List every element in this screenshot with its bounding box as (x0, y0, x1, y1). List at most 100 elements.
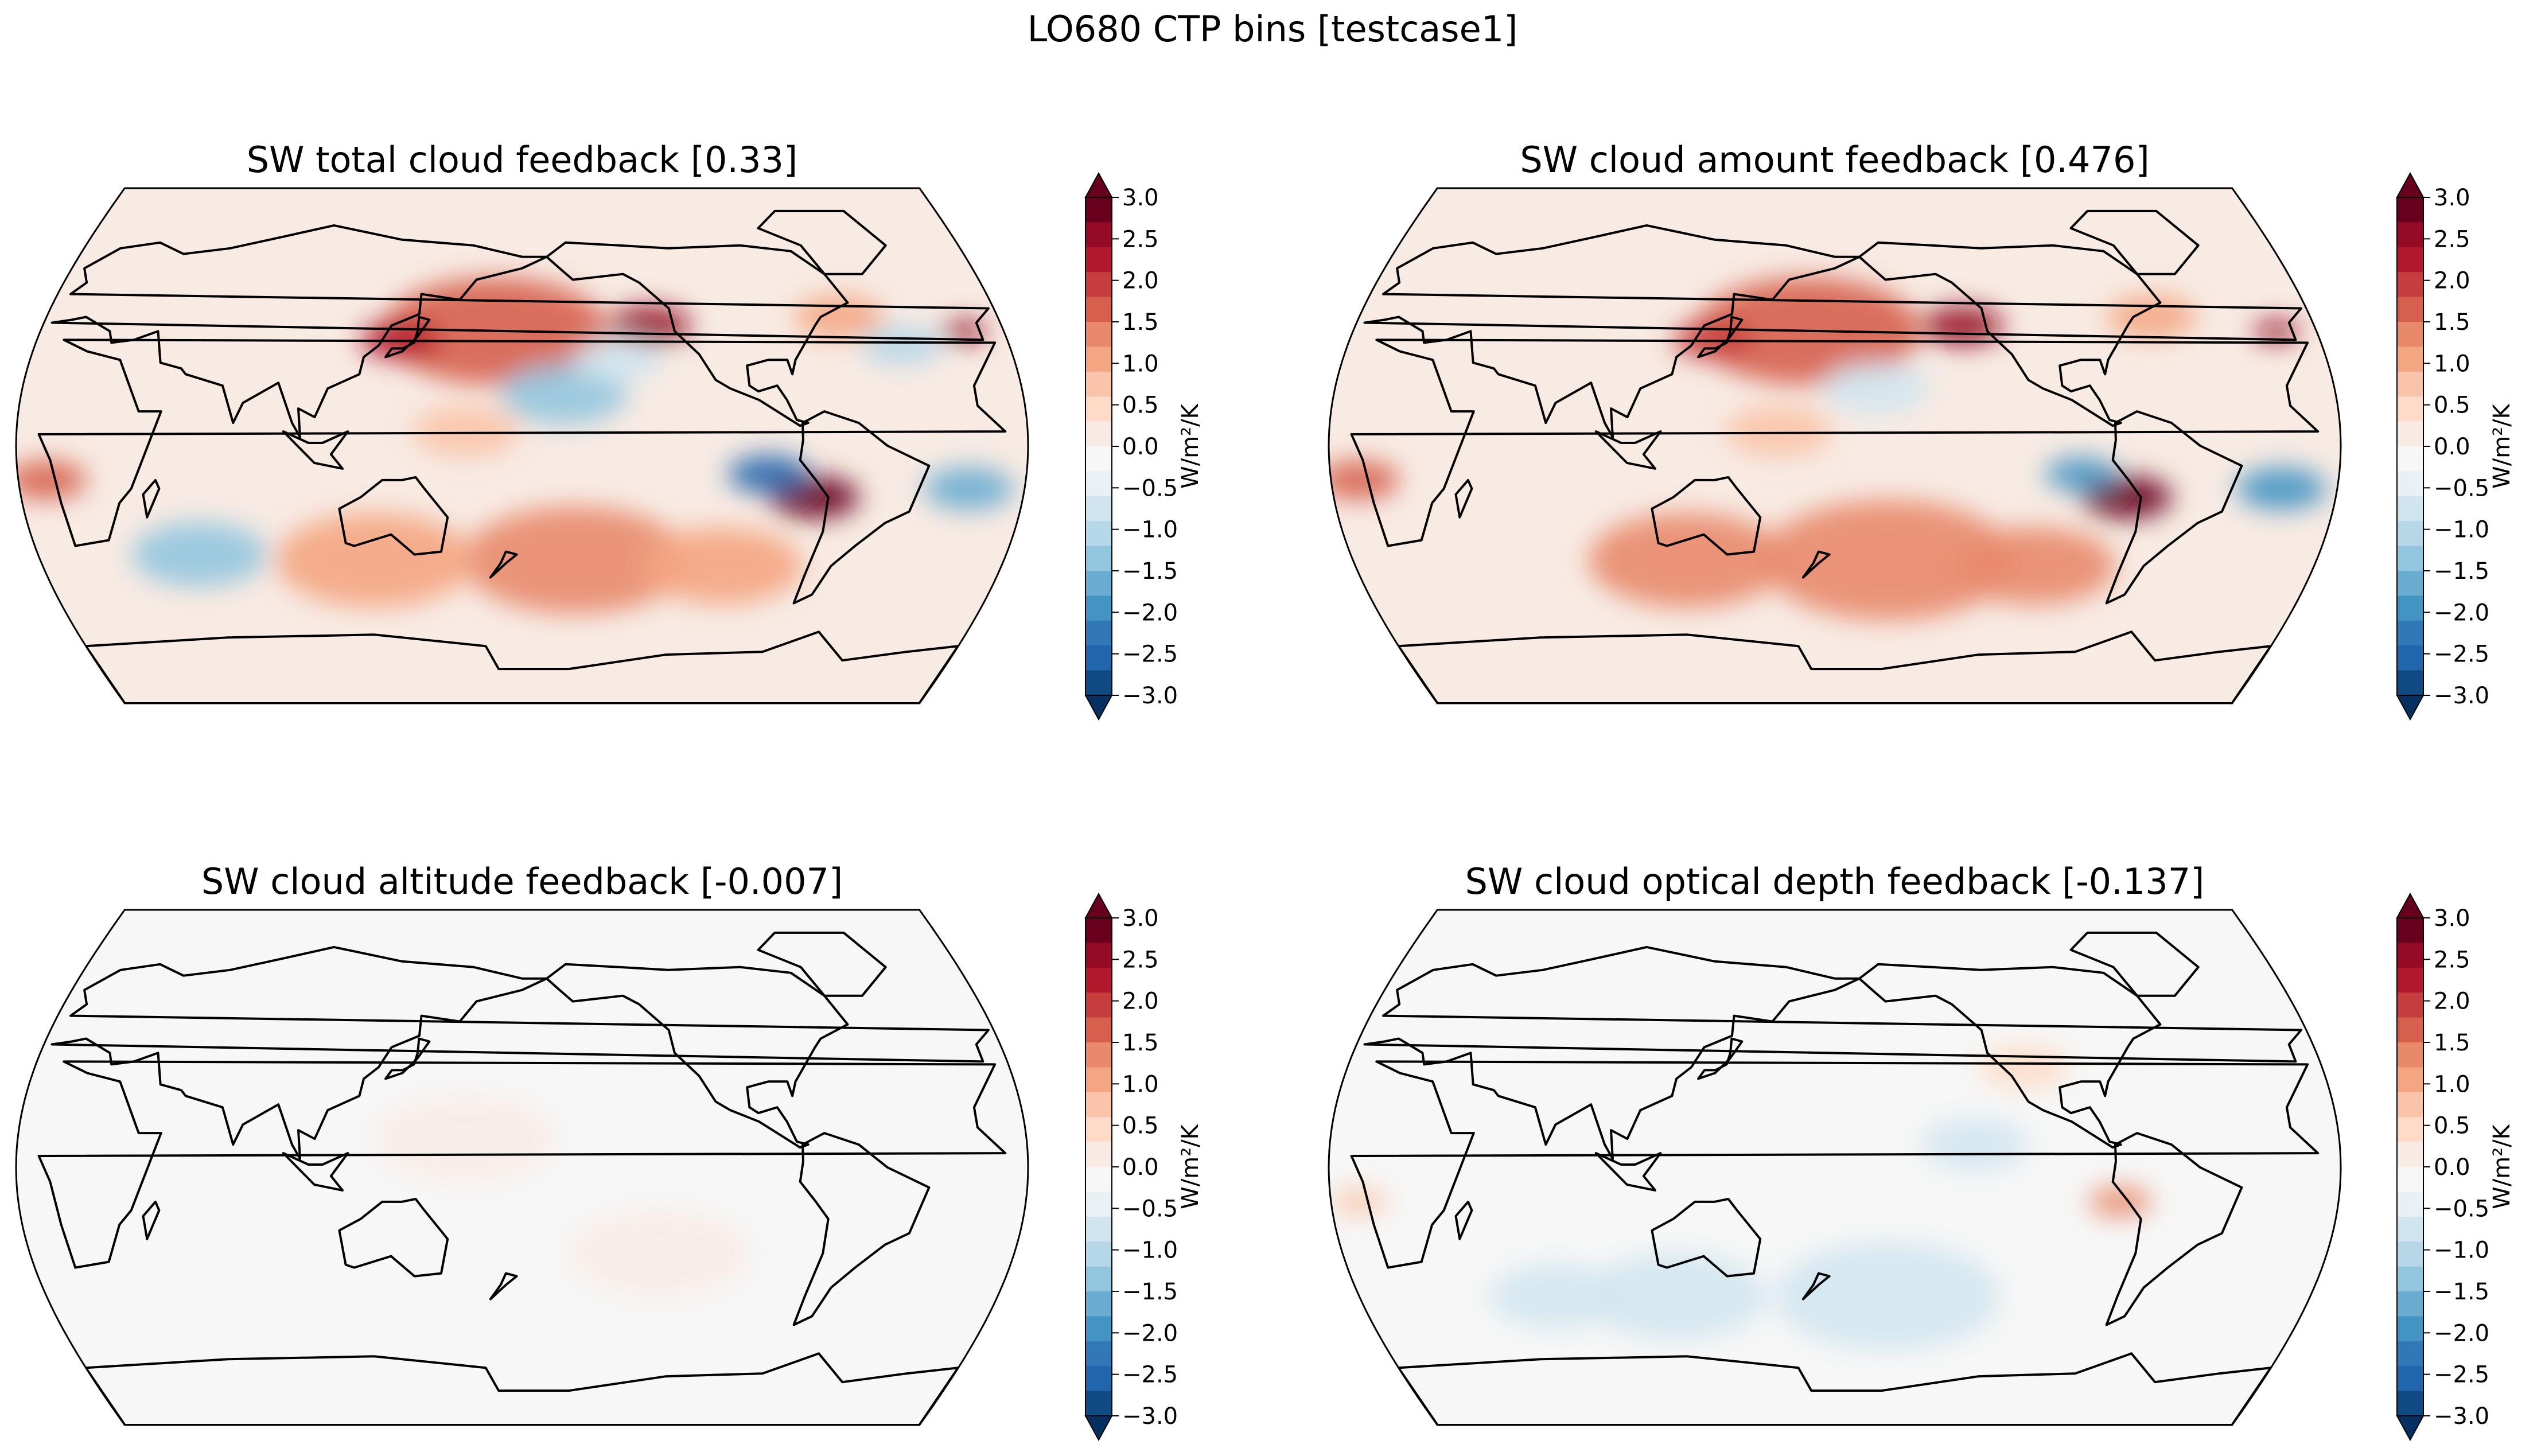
colorbar-segment (2397, 620, 2423, 646)
feedback-anomaly (1588, 513, 1787, 608)
colorbar: 3.0 2.5 2.0 1.5 1.0 0.5 0.0 −0.5 −1.0 −1.5 −2.0 −2.… (2396, 892, 2515, 1442)
feedback-anomaly (1586, 1253, 1766, 1340)
colorbar-tick-label: −2.5 (1122, 1362, 1178, 1388)
colorbar-tick-label: −2.0 (1122, 599, 1178, 626)
coastline (1454, 1200, 1473, 1240)
feedback-anomaly (941, 320, 986, 342)
colorbar-segment (2397, 1092, 2423, 1118)
coastline (757, 931, 887, 997)
feedback-anomaly (569, 1210, 749, 1297)
feedback-anomaly (2236, 467, 2326, 511)
colorbar-segment (1085, 1241, 1112, 1267)
coastline (489, 550, 518, 579)
coastline (2105, 410, 2243, 605)
colorbar-segment (1085, 1017, 1112, 1043)
colorbar-segment (2397, 272, 2423, 298)
colorbar-tick-label: 1.0 (1122, 1071, 1159, 1097)
colorbar-segment (1085, 1192, 1112, 1217)
colorbar-segment (1085, 1316, 1112, 1342)
coastline (1858, 241, 2162, 427)
coastline (792, 410, 931, 605)
feedback-anomaly (1922, 306, 2003, 345)
colorbar-tick-label: 1.5 (2434, 1030, 2470, 1056)
feedback-anomaly (1329, 461, 1400, 500)
feedback-anomaly (1979, 1045, 2069, 1089)
colorbar-extend-min (1084, 1415, 1113, 1442)
map-background-field (1329, 188, 2341, 703)
colorbar-segment (1085, 1291, 1112, 1317)
colorbar-tick-label: −0.5 (2434, 1196, 2489, 1222)
colorbar-segment (2397, 1291, 2423, 1317)
colorbar-segment (1085, 1142, 1112, 1167)
feedback-anomaly (2088, 1186, 2152, 1217)
feedback-anomaly (463, 507, 688, 614)
colorbar-segment (1085, 272, 1112, 298)
colorbar: 3.0 2.5 2.0 1.5 1.0 0.5 0.0 −0.5 −1.0 −1.5 −2.0 −2.… (1084, 892, 1204, 1442)
colorbar-segment (2397, 918, 2423, 943)
coastline (142, 1200, 161, 1240)
feedback-anomaly (1762, 500, 2014, 621)
colorbar-segment (2397, 1391, 2423, 1416)
colorbar-segment (1085, 1216, 1112, 1242)
feedback-anomaly (641, 527, 803, 605)
colorbar-tick-label: 1.0 (2434, 1071, 2470, 1097)
colorbar-segment (2397, 421, 2423, 447)
feedback-anomaly (861, 326, 942, 365)
feedback-anomaly (275, 513, 474, 608)
colorbar-segment (1085, 670, 1112, 696)
colorbar-segment (2397, 197, 2423, 223)
feedback-anomaly (2045, 457, 2118, 492)
panel-title: SW cloud amount feedback [0.476] (1520, 139, 2150, 181)
colorbar-segment (2397, 1241, 2423, 1267)
colorbar-label: W/m²/K (2489, 403, 2515, 489)
coastline (282, 430, 349, 470)
colorbar-segment (1085, 1042, 1112, 1068)
colorbar-segment (1085, 222, 1112, 248)
colorbar-segment (1085, 247, 1112, 272)
panel-title: SW total cloud feedback [0.33] (246, 139, 798, 181)
colorbar-tick-label: 0.5 (1122, 1113, 1159, 1139)
colorbar-tick-label: −1.5 (1122, 1279, 1178, 1305)
colorbar-segment (1085, 371, 1112, 397)
colorbar-extend-min (2396, 695, 2425, 721)
colorbar-label: W/m²/K (1177, 403, 1204, 489)
colorbar-segment (2397, 1192, 2423, 1217)
colorbar-tick-label: −3.0 (1122, 683, 1178, 709)
coastline (1350, 338, 2320, 547)
colorbar-segment (1085, 197, 1112, 223)
colorbar-segment (1085, 645, 1112, 671)
coastline (1801, 550, 1831, 579)
colorbar-segment (1085, 1366, 1112, 1392)
colorbar-segment (2397, 1142, 2423, 1167)
colorbar-tick-label: −3.0 (2434, 1403, 2489, 1430)
figure-title: LO680 CTP bins [testcase1] (1027, 8, 1518, 50)
colorbar-tick-label: −3.0 (1122, 1403, 1178, 1430)
coastline (1454, 478, 1473, 519)
colorbar-tick-label: 1.5 (2434, 309, 2470, 336)
colorbar-segment (2397, 371, 2423, 397)
colorbar-tick-label: −2.0 (2434, 1320, 2489, 1346)
coastline (37, 338, 1007, 547)
coastline (489, 1272, 518, 1301)
colorbar-extend-min (2396, 1415, 2425, 1442)
colorbar-extend-max (1084, 172, 1113, 198)
feedback-anomaly (1775, 1242, 2001, 1350)
colorbar-label: W/m²/K (2489, 1123, 2515, 1209)
colorbar-extend-max (2396, 892, 2425, 918)
coastline (792, 1132, 931, 1326)
coastline (1594, 1152, 1662, 1192)
colorbar-segment (2397, 670, 2423, 696)
panel-title: SW cloud altitude feedback [-0.007] (201, 861, 843, 902)
colorbar-segment (1085, 322, 1112, 347)
coastline (338, 1197, 449, 1278)
colorbar-tick-label: 0.0 (2434, 434, 2470, 460)
colorbar-tick-label: −2.5 (2434, 641, 2489, 668)
coastline (282, 1152, 349, 1192)
map-outline (1328, 187, 2342, 704)
coastline (2069, 931, 2200, 997)
colorbar-segment (2397, 645, 2423, 671)
colorbar-segment (2397, 1266, 2423, 1292)
colorbar-segment (1085, 571, 1112, 596)
colorbar-segment (2397, 446, 2423, 472)
